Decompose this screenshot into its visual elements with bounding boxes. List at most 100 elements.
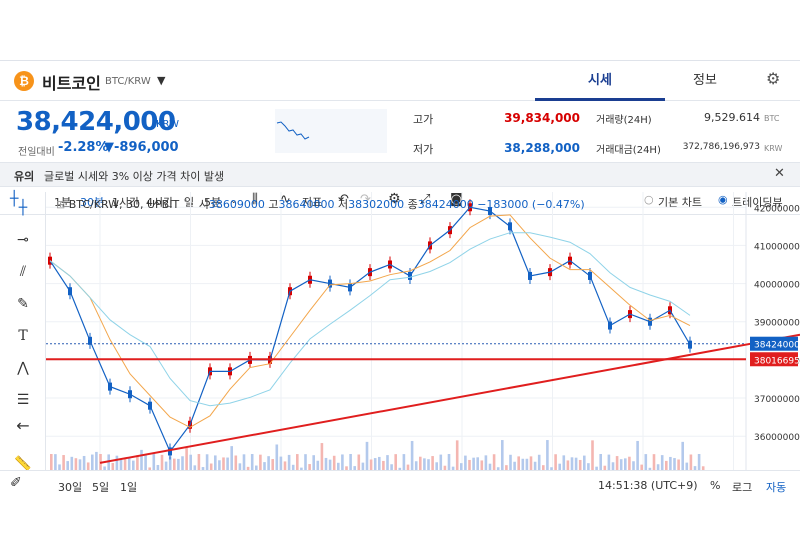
pattern-icon[interactable]: ⋀ [17,360,29,376]
indicator-button[interactable]: 지표 [302,196,323,209]
volume-bar [402,454,406,472]
volume-bar [349,454,352,472]
volume-bar [615,456,619,472]
volume-bar [82,455,86,472]
radio-tradingview-icon[interactable]: ◉ [718,193,728,206]
close-icon[interactable]: ✕ [774,166,785,181]
interval-1h[interactable]: 1시간 [112,196,140,209]
chart-bottom-bar: ✐ 30일 5일 1일 14:51:38 (UTC+9) % 로그 자동 [0,470,800,500]
tab-info[interactable]: 정보 [693,73,717,88]
y-tick-label: 36000000 [754,433,800,443]
mini-chart [275,109,387,153]
interval-1d[interactable]: 일 [184,196,195,209]
text-tool-icon[interactable]: T [18,328,28,344]
volume-bar [361,462,365,472]
volume-bar [189,454,192,472]
ruler-icon[interactable]: 📏 [14,456,32,472]
horizontal-line-icon[interactable]: ⊸ [17,232,29,248]
pencil-icon[interactable]: ✐ [10,475,22,491]
volume-bar [332,455,336,472]
volume-bar [632,461,635,472]
volume-bar [320,443,324,472]
back-arrow-icon[interactable]: ← [16,416,30,435]
volume-bar [148,467,151,472]
interval-30m[interactable]: 30분 [80,196,105,209]
volume-bar [619,459,623,472]
volume-bar [443,465,447,472]
volume-bar [185,447,188,472]
volume-bar [132,460,135,472]
coin-name[interactable]: 비트코인 [42,74,101,93]
low-value: 38,288,000 [504,141,580,155]
volume-bar [587,463,590,472]
chevron-down-icon[interactable]: ▼ [157,74,166,87]
top-blank [0,0,800,60]
redo-icon[interactable]: ↷ [360,192,371,207]
volume-bar [66,461,69,472]
volume-bar [603,465,607,472]
interval-4h[interactable]: 4시간 [146,196,174,209]
volume-bar [177,458,180,472]
fib-tool-icon[interactable]: ☰ [16,392,30,408]
auto-toggle[interactable]: 자동 [766,481,787,494]
trend-line [99,333,800,464]
change-label: 전일대비 [18,147,55,158]
range-1d[interactable]: 1일 [120,481,138,494]
volume-bar [640,464,643,472]
volume-bar [517,456,520,472]
y-tick-label: 42000000 [754,204,800,214]
volume-bar [369,459,373,472]
settings-icon[interactable]: ⚙ [388,191,401,207]
interval-1m[interactable]: 1분 [54,196,72,209]
volume-bar [693,466,697,472]
legend-icon: ⊞ [56,198,66,211]
crosshair-cursor-icon[interactable]: ┼ [18,200,28,216]
interval-5m[interactable]: 5분 [204,196,222,209]
volume-bar [103,466,106,472]
range-5d[interactable]: 5일 [92,481,110,494]
volume-bar [201,467,205,472]
volume-bar [574,457,578,472]
volume-bar [54,454,57,472]
camera-icon[interactable]: ◙ [450,192,463,207]
legend-open: 38609000 [208,198,265,211]
candle-type-icon[interactable]: ⫼ [252,192,258,207]
basic-chart-option[interactable]: 기본 차트 [658,196,702,209]
legend-low-label: 저 [337,198,349,211]
crosshair-icon[interactable]: ┼ [10,191,19,207]
drawing-tools: ┼ ⊸ ⫽ ✎ T ⋀ ☰ ← 📏 ⊕ [0,192,46,500]
volume-bar [583,455,586,472]
volume-bar [238,463,242,472]
high-label: 고가 [413,113,434,126]
volume-bar [480,460,484,472]
volume-bar [337,462,340,472]
tradingview-option[interactable]: 트레이딩뷰 [732,196,783,209]
volume-bar [164,461,168,472]
volume-bar [701,466,705,472]
volume-bar [484,455,488,472]
brush-icon[interactable]: ✎ [17,296,29,312]
gear-icon[interactable]: ⚙ [766,69,781,88]
price-chart[interactable]: 3500000036000000370000003800000039000000… [46,192,800,485]
legend-pair[interactable]: BTC/KRW, 30, UPBIT [68,198,180,211]
chevron-down-icon[interactable]: ˅ [182,198,189,211]
chevron-down-icon[interactable]: ⌄ [230,196,238,206]
trend-lines-icon[interactable]: ⫽ [19,264,27,280]
legend-open-label: 시 [198,198,209,211]
percent-toggle[interactable]: % [710,479,721,492]
undo-icon[interactable]: ↶ [338,192,349,207]
fullscreen-icon[interactable]: ⤢ [420,192,431,207]
range-30d[interactable]: 30일 [58,481,83,494]
volume-bar [468,459,471,472]
volume-bar [205,454,209,472]
volume-bar [136,455,139,472]
indicator-icon[interactable]: ∿ [280,192,291,207]
chart-canvas[interactable]: 3500000036000000370000003800000039000000… [46,192,800,485]
radio-basic-icon[interactable]: ○ [644,193,654,206]
log-toggle[interactable]: 로그 [732,481,753,494]
volume-bar [521,458,525,472]
coin-pair: BTC/KRW [105,76,151,87]
volume-bar [476,457,479,472]
volume-bar [168,456,172,472]
tab-price[interactable]: 시세 [535,61,665,101]
